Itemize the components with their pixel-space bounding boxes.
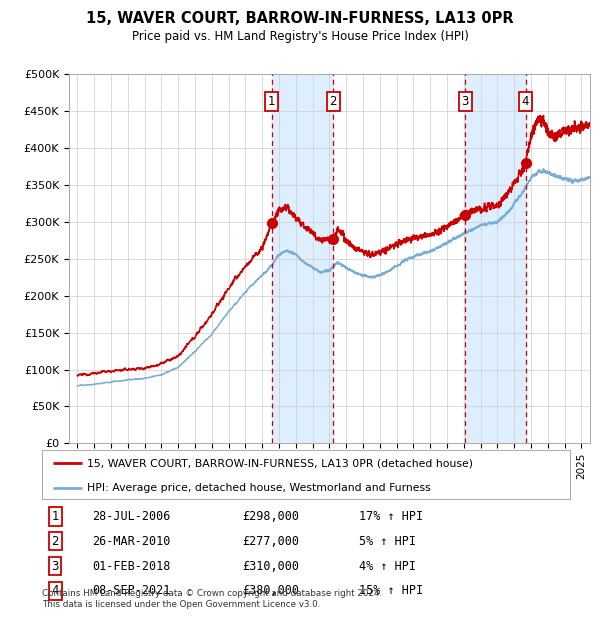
Bar [272,74,333,443]
Text: £277,000: £277,000 [242,535,299,547]
Text: £380,000: £380,000 [242,585,299,597]
Text: 4% ↑ HPI: 4% ↑ HPI [359,560,416,572]
Text: 2: 2 [329,95,337,108]
Text: 2: 2 [52,535,59,547]
Bar [465,74,526,443]
Text: 4: 4 [52,585,59,597]
Text: 08-SEP-2021: 08-SEP-2021 [92,585,170,597]
Text: £298,000: £298,000 [242,510,299,523]
Text: 01-FEB-2018: 01-FEB-2018 [92,560,170,572]
Text: 28-JUL-2006: 28-JUL-2006 [92,510,170,523]
Text: Price paid vs. HM Land Registry's House Price Index (HPI): Price paid vs. HM Land Registry's House … [131,30,469,43]
Text: 1: 1 [52,510,59,523]
Text: 4: 4 [522,95,529,108]
Text: 5% ↑ HPI: 5% ↑ HPI [359,535,416,547]
Text: 26-MAR-2010: 26-MAR-2010 [92,535,170,547]
Text: £310,000: £310,000 [242,560,299,572]
Text: HPI: Average price, detached house, Westmorland and Furness: HPI: Average price, detached house, West… [87,483,431,493]
Text: 1: 1 [268,95,275,108]
Text: 15% ↑ HPI: 15% ↑ HPI [359,585,423,597]
Text: 3: 3 [461,95,469,108]
Text: Contains HM Land Registry data © Crown copyright and database right 2024.
This d: Contains HM Land Registry data © Crown c… [42,590,382,609]
Text: 3: 3 [52,560,59,572]
Text: 15, WAVER COURT, BARROW-IN-FURNESS, LA13 0PR (detached house): 15, WAVER COURT, BARROW-IN-FURNESS, LA13… [87,458,473,468]
Text: 17% ↑ HPI: 17% ↑ HPI [359,510,423,523]
Text: 15, WAVER COURT, BARROW-IN-FURNESS, LA13 0PR: 15, WAVER COURT, BARROW-IN-FURNESS, LA13… [86,11,514,26]
